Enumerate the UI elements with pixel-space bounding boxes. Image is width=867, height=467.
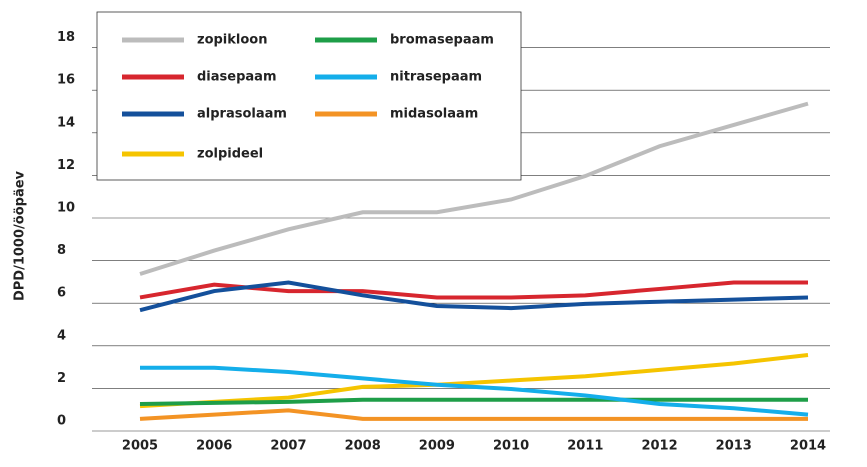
x-tick-label: 2007 [270,439,306,454]
series-line [139,397,808,406]
x-tick-label: 2009 [419,439,455,454]
y-tick-label: 12 [57,158,75,173]
series-line [139,101,809,276]
series-line [139,352,809,409]
legend-label: diasepaam [197,70,277,85]
y-tick-label: 16 [57,73,75,88]
series-line [139,280,809,313]
legend-label: nitrasepaam [390,70,482,85]
y-axis-label: DPD/1000/ööpäev [13,170,28,301]
legend-label: alprasolaam [197,107,287,122]
y-tick-label: 6 [57,286,66,301]
x-tick-label: 2010 [493,439,529,454]
y-tick-label: 18 [57,30,75,45]
series-line [140,365,809,417]
legend-label: midasolaam [390,107,478,122]
legend-label: bromasepaam [390,33,494,48]
series-line [139,408,808,421]
legend-label: zopikloon [197,33,267,48]
y-tick-label: 14 [57,115,75,130]
y-tick-label: 4 [57,328,66,343]
x-tick-label: 2014 [790,439,826,454]
y-tick-label: 10 [57,201,75,216]
x-tick-label: 2011 [567,439,603,454]
legend-label: zolpideel [197,147,263,162]
y-tick-label: 2 [57,371,66,386]
y-tick-label: 0 [57,414,66,429]
x-tick-label: 2012 [641,439,677,454]
x-tick-label: 2005 [122,439,158,454]
x-tick-label: 2008 [345,439,381,454]
x-tick-label: 2006 [196,439,232,454]
y-tick-label: 8 [57,243,66,258]
x-tick-label: 2013 [716,439,752,454]
